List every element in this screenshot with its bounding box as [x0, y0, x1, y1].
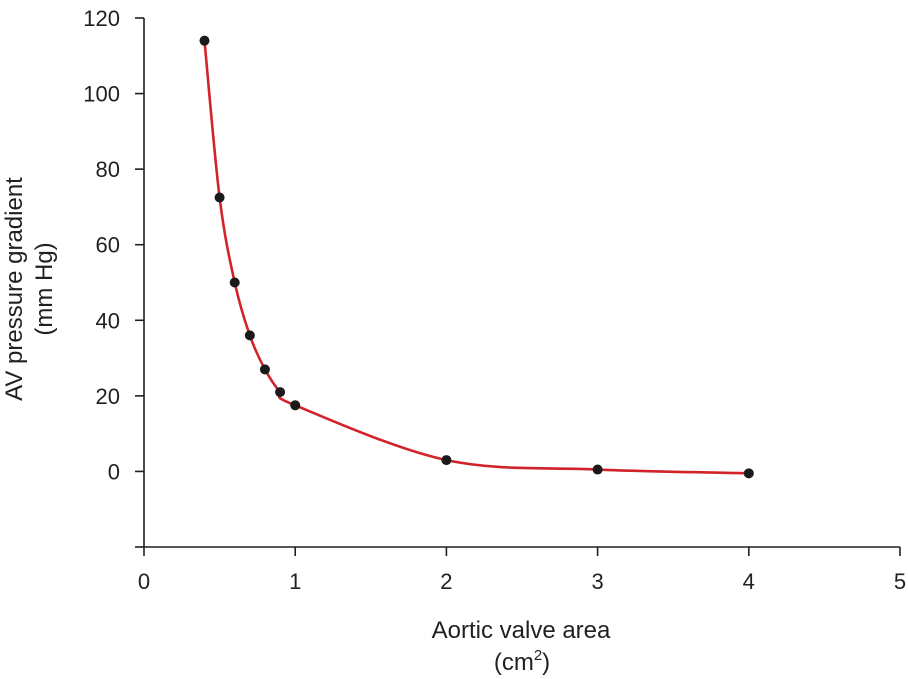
- series-layer: [199, 35, 754, 479]
- x-axis-unit: (cm2): [494, 647, 550, 676]
- y-tick-label: 80: [96, 157, 120, 182]
- x-axis-unit-suffix: ): [542, 649, 550, 676]
- y-tick-label: 20: [96, 384, 120, 409]
- data-point: [229, 277, 240, 288]
- data-point: [199, 35, 210, 46]
- x-axis-label: Aortic valve area: [432, 617, 611, 644]
- y-tick-label: 0: [108, 459, 120, 484]
- data-point: [743, 468, 754, 479]
- x-tick-label: 1: [289, 569, 301, 594]
- x-tick-label: 2: [440, 569, 452, 594]
- data-point: [244, 330, 255, 341]
- data-point: [214, 192, 225, 203]
- series-line: [203, 40, 749, 475]
- y-ticks: 0 20 40 60 80 100 120: [83, 6, 144, 548]
- y-axis-unit: (mm Hg): [31, 242, 58, 335]
- data-point: [441, 455, 452, 466]
- x-ticks: 0 1 2 3 4 5: [138, 547, 906, 594]
- x-tick-label: 3: [591, 569, 603, 594]
- y-tick-label: 120: [83, 6, 120, 31]
- x-tick-label: 4: [743, 569, 755, 594]
- data-point: [259, 364, 270, 375]
- x-tick-label: 5: [894, 569, 906, 594]
- x-tick-label: 0: [138, 569, 150, 594]
- y-axis-label: AV pressure gradient: [1, 177, 28, 401]
- y-tick-label: 60: [96, 233, 120, 258]
- data-point: [290, 400, 301, 411]
- x-axis-unit-prefix: (cm: [494, 649, 534, 676]
- y-tick-label: 40: [96, 308, 120, 333]
- y-tick-label: 100: [83, 82, 120, 107]
- x-axis-unit-exponent: 2: [534, 647, 542, 664]
- axes: 0 20 40 60 80 100 120 0 1 2 3 4 5: [83, 6, 906, 594]
- data-point: [275, 387, 286, 398]
- data-point: [592, 464, 603, 475]
